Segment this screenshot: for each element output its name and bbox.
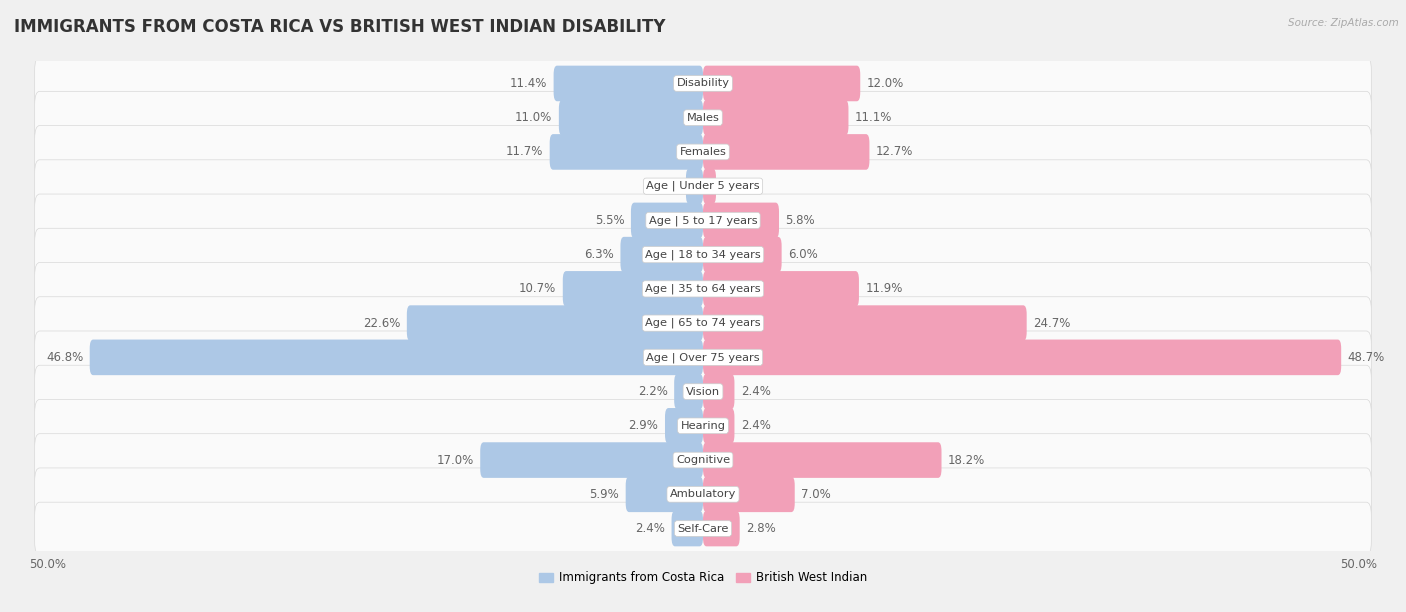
Text: 12.0%: 12.0% xyxy=(868,77,904,90)
Text: Disability: Disability xyxy=(676,78,730,89)
FancyBboxPatch shape xyxy=(406,305,703,341)
FancyBboxPatch shape xyxy=(703,340,1341,375)
Text: 2.4%: 2.4% xyxy=(636,522,665,535)
Text: 24.7%: 24.7% xyxy=(1033,316,1070,330)
FancyBboxPatch shape xyxy=(35,57,1371,110)
FancyBboxPatch shape xyxy=(35,194,1371,247)
FancyBboxPatch shape xyxy=(35,125,1371,178)
FancyBboxPatch shape xyxy=(90,340,703,375)
FancyBboxPatch shape xyxy=(35,228,1371,281)
FancyBboxPatch shape xyxy=(703,511,740,547)
Text: Ambulatory: Ambulatory xyxy=(669,490,737,499)
FancyBboxPatch shape xyxy=(703,374,734,409)
FancyBboxPatch shape xyxy=(673,374,703,409)
Text: 2.2%: 2.2% xyxy=(638,385,668,398)
Text: Age | Under 5 years: Age | Under 5 years xyxy=(647,181,759,192)
Text: 46.8%: 46.8% xyxy=(46,351,83,364)
Text: 0.99%: 0.99% xyxy=(723,180,759,193)
FancyBboxPatch shape xyxy=(35,400,1371,452)
Text: 11.9%: 11.9% xyxy=(866,282,903,296)
Text: 11.4%: 11.4% xyxy=(510,77,547,90)
Text: Age | 5 to 17 years: Age | 5 to 17 years xyxy=(648,215,758,226)
Text: 7.0%: 7.0% xyxy=(801,488,831,501)
FancyBboxPatch shape xyxy=(703,203,779,238)
Text: 2.4%: 2.4% xyxy=(741,385,770,398)
FancyBboxPatch shape xyxy=(703,134,869,170)
FancyBboxPatch shape xyxy=(703,442,942,478)
FancyBboxPatch shape xyxy=(35,365,1371,418)
Text: IMMIGRANTS FROM COSTA RICA VS BRITISH WEST INDIAN DISABILITY: IMMIGRANTS FROM COSTA RICA VS BRITISH WE… xyxy=(14,18,665,36)
Text: 17.0%: 17.0% xyxy=(436,453,474,466)
FancyBboxPatch shape xyxy=(35,91,1371,144)
FancyBboxPatch shape xyxy=(35,331,1371,384)
FancyBboxPatch shape xyxy=(35,297,1371,349)
FancyBboxPatch shape xyxy=(620,237,703,272)
Text: 2.9%: 2.9% xyxy=(628,419,658,432)
FancyBboxPatch shape xyxy=(672,511,703,547)
FancyBboxPatch shape xyxy=(703,271,859,307)
FancyBboxPatch shape xyxy=(703,65,860,101)
Text: Source: ZipAtlas.com: Source: ZipAtlas.com xyxy=(1288,18,1399,28)
Text: Age | Over 75 years: Age | Over 75 years xyxy=(647,352,759,362)
FancyBboxPatch shape xyxy=(631,203,703,238)
FancyBboxPatch shape xyxy=(703,305,1026,341)
Text: 5.5%: 5.5% xyxy=(595,214,624,227)
Text: 6.0%: 6.0% xyxy=(789,248,818,261)
Text: 22.6%: 22.6% xyxy=(363,316,401,330)
Text: 10.7%: 10.7% xyxy=(519,282,557,296)
FancyBboxPatch shape xyxy=(35,434,1371,487)
Text: Age | 35 to 64 years: Age | 35 to 64 years xyxy=(645,283,761,294)
Text: Age | 18 to 34 years: Age | 18 to 34 years xyxy=(645,250,761,260)
Text: 5.9%: 5.9% xyxy=(589,488,619,501)
Text: 5.8%: 5.8% xyxy=(786,214,815,227)
FancyBboxPatch shape xyxy=(703,168,716,204)
FancyBboxPatch shape xyxy=(703,408,734,444)
FancyBboxPatch shape xyxy=(35,263,1371,315)
FancyBboxPatch shape xyxy=(626,477,703,512)
Text: Males: Males xyxy=(686,113,720,122)
FancyBboxPatch shape xyxy=(558,100,703,135)
FancyBboxPatch shape xyxy=(562,271,703,307)
FancyBboxPatch shape xyxy=(35,502,1371,555)
FancyBboxPatch shape xyxy=(481,442,703,478)
Text: 18.2%: 18.2% xyxy=(948,453,986,466)
Text: 11.0%: 11.0% xyxy=(515,111,553,124)
Text: 2.8%: 2.8% xyxy=(747,522,776,535)
Text: Vision: Vision xyxy=(686,387,720,397)
Text: 12.7%: 12.7% xyxy=(876,146,914,159)
FancyBboxPatch shape xyxy=(550,134,703,170)
Text: 6.3%: 6.3% xyxy=(583,248,614,261)
FancyBboxPatch shape xyxy=(703,477,794,512)
Text: Females: Females xyxy=(679,147,727,157)
FancyBboxPatch shape xyxy=(35,160,1371,212)
Text: 11.7%: 11.7% xyxy=(506,146,543,159)
Text: 1.3%: 1.3% xyxy=(650,180,679,193)
FancyBboxPatch shape xyxy=(703,100,848,135)
FancyBboxPatch shape xyxy=(686,168,703,204)
Text: 48.7%: 48.7% xyxy=(1348,351,1385,364)
FancyBboxPatch shape xyxy=(35,468,1371,521)
Text: Hearing: Hearing xyxy=(681,421,725,431)
FancyBboxPatch shape xyxy=(665,408,703,444)
FancyBboxPatch shape xyxy=(554,65,703,101)
Text: 2.4%: 2.4% xyxy=(741,419,770,432)
Text: Age | 65 to 74 years: Age | 65 to 74 years xyxy=(645,318,761,329)
Text: Cognitive: Cognitive xyxy=(676,455,730,465)
FancyBboxPatch shape xyxy=(703,237,782,272)
Legend: Immigrants from Costa Rica, British West Indian: Immigrants from Costa Rica, British West… xyxy=(534,567,872,589)
Text: 11.1%: 11.1% xyxy=(855,111,893,124)
Text: Self-Care: Self-Care xyxy=(678,523,728,534)
